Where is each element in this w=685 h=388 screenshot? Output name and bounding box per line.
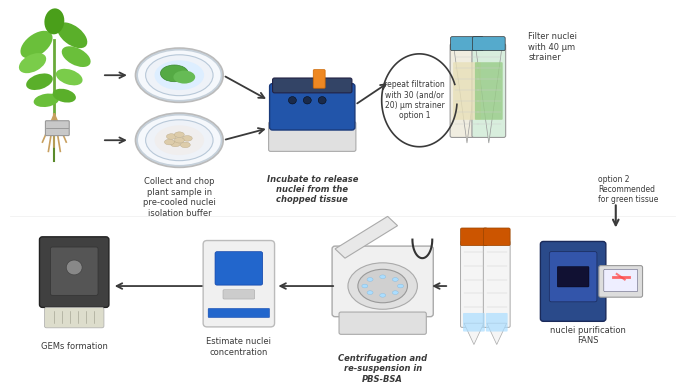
FancyBboxPatch shape bbox=[472, 43, 506, 137]
Polygon shape bbox=[487, 323, 507, 345]
Ellipse shape bbox=[367, 277, 373, 281]
FancyBboxPatch shape bbox=[40, 237, 109, 307]
Ellipse shape bbox=[173, 71, 195, 83]
FancyBboxPatch shape bbox=[557, 267, 589, 287]
Circle shape bbox=[66, 260, 82, 275]
FancyBboxPatch shape bbox=[460, 241, 487, 327]
Text: Centrifugation and
re-suspension in
PBS-BSA: Centrifugation and re-suspension in PBS-… bbox=[338, 354, 427, 384]
FancyBboxPatch shape bbox=[332, 246, 433, 317]
Ellipse shape bbox=[379, 275, 386, 279]
FancyBboxPatch shape bbox=[604, 269, 638, 292]
Text: nuclei purification
FANS: nuclei purification FANS bbox=[550, 326, 626, 345]
Ellipse shape bbox=[182, 135, 192, 141]
Text: Purified Root
nuclei: Purified Root nuclei bbox=[462, 233, 473, 268]
Ellipse shape bbox=[45, 9, 64, 34]
Polygon shape bbox=[476, 49, 501, 143]
Ellipse shape bbox=[62, 46, 90, 67]
Text: Estimate nuclei
concentration: Estimate nuclei concentration bbox=[206, 337, 271, 357]
Ellipse shape bbox=[175, 132, 184, 137]
Ellipse shape bbox=[136, 113, 223, 167]
FancyBboxPatch shape bbox=[215, 252, 262, 285]
Ellipse shape bbox=[367, 291, 373, 294]
Ellipse shape bbox=[155, 61, 204, 90]
FancyBboxPatch shape bbox=[450, 43, 484, 137]
FancyBboxPatch shape bbox=[45, 307, 104, 328]
Polygon shape bbox=[454, 49, 480, 143]
FancyBboxPatch shape bbox=[460, 228, 487, 246]
Ellipse shape bbox=[393, 277, 398, 281]
Ellipse shape bbox=[56, 69, 83, 85]
Polygon shape bbox=[335, 217, 397, 258]
Text: GEMs formation: GEMs formation bbox=[40, 342, 108, 351]
FancyBboxPatch shape bbox=[223, 290, 255, 299]
Ellipse shape bbox=[348, 263, 417, 309]
Ellipse shape bbox=[180, 142, 190, 148]
Text: option 2
Recommended
for green tissue: option 2 Recommended for green tissue bbox=[598, 175, 658, 204]
FancyBboxPatch shape bbox=[269, 122, 356, 151]
FancyBboxPatch shape bbox=[453, 62, 481, 120]
FancyBboxPatch shape bbox=[540, 241, 606, 321]
FancyBboxPatch shape bbox=[486, 313, 508, 331]
FancyBboxPatch shape bbox=[484, 241, 510, 327]
Text: Collect and chop
plant sample in
pre-cooled nuclei
isolation buffer: Collect and chop plant sample in pre-coo… bbox=[143, 177, 216, 218]
Ellipse shape bbox=[26, 73, 53, 90]
Ellipse shape bbox=[21, 31, 53, 58]
Ellipse shape bbox=[175, 137, 184, 143]
Ellipse shape bbox=[358, 269, 408, 303]
Ellipse shape bbox=[160, 65, 188, 82]
FancyBboxPatch shape bbox=[51, 247, 98, 295]
Ellipse shape bbox=[379, 293, 386, 297]
FancyBboxPatch shape bbox=[203, 241, 275, 327]
FancyBboxPatch shape bbox=[451, 37, 484, 50]
Circle shape bbox=[319, 97, 326, 104]
Circle shape bbox=[288, 97, 297, 104]
Ellipse shape bbox=[137, 115, 221, 166]
FancyBboxPatch shape bbox=[463, 313, 485, 331]
Ellipse shape bbox=[53, 89, 76, 102]
Ellipse shape bbox=[397, 284, 403, 288]
Ellipse shape bbox=[146, 55, 213, 96]
Text: Purified Leaf
nuclei: Purified Leaf nuclei bbox=[484, 234, 495, 268]
Text: repeat filtration
with 30 (and/or
20) μm strainer
option 1: repeat filtration with 30 (and/or 20) μm… bbox=[384, 80, 445, 120]
FancyBboxPatch shape bbox=[339, 312, 426, 334]
FancyBboxPatch shape bbox=[208, 308, 270, 318]
Text: Incubate to release
nuclei from the
chopped tissue: Incubate to release nuclei from the chop… bbox=[266, 175, 358, 204]
Ellipse shape bbox=[393, 291, 398, 294]
Ellipse shape bbox=[155, 125, 204, 155]
FancyBboxPatch shape bbox=[270, 83, 355, 130]
FancyBboxPatch shape bbox=[599, 266, 643, 297]
Circle shape bbox=[303, 97, 311, 104]
Text: Filter nuclei
with 40 μm
strainer: Filter nuclei with 40 μm strainer bbox=[529, 33, 577, 62]
FancyBboxPatch shape bbox=[45, 121, 69, 135]
Ellipse shape bbox=[362, 284, 368, 288]
FancyBboxPatch shape bbox=[313, 69, 325, 88]
Ellipse shape bbox=[34, 94, 59, 107]
Ellipse shape bbox=[171, 141, 180, 147]
Ellipse shape bbox=[164, 139, 175, 145]
Ellipse shape bbox=[137, 50, 221, 101]
FancyBboxPatch shape bbox=[484, 228, 510, 246]
FancyBboxPatch shape bbox=[475, 62, 503, 120]
Ellipse shape bbox=[136, 48, 223, 102]
Ellipse shape bbox=[146, 120, 213, 161]
Polygon shape bbox=[464, 323, 484, 345]
Ellipse shape bbox=[166, 134, 176, 139]
FancyBboxPatch shape bbox=[473, 37, 505, 50]
FancyBboxPatch shape bbox=[549, 252, 597, 302]
Ellipse shape bbox=[19, 53, 46, 73]
Ellipse shape bbox=[57, 23, 87, 48]
FancyBboxPatch shape bbox=[273, 78, 352, 93]
